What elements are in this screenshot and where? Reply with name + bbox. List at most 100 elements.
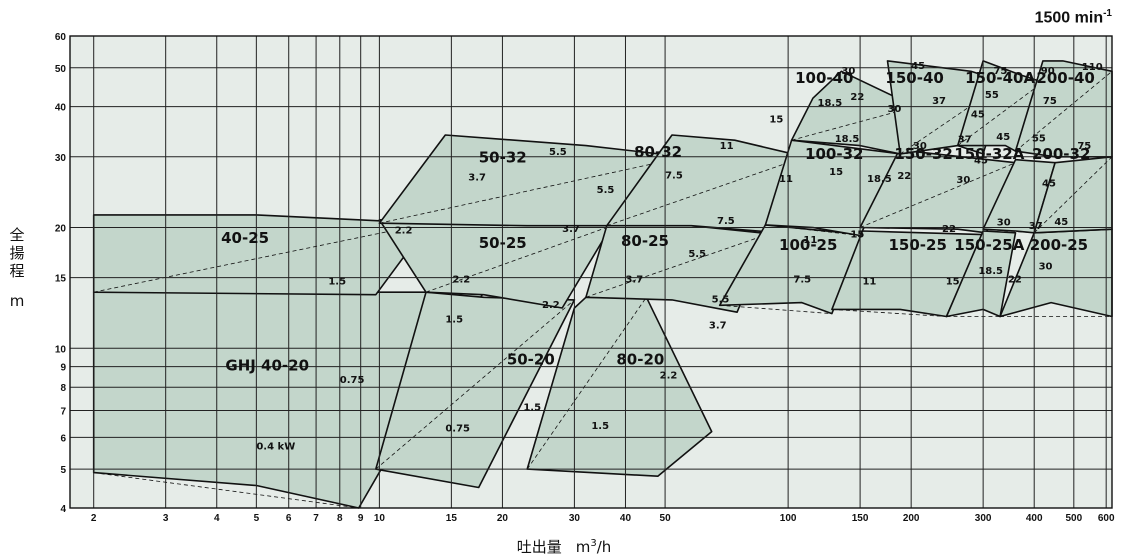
y-tick-label: 9 — [60, 363, 66, 374]
motor-kw-label: 3.7 — [709, 321, 727, 332]
motor-kw-label: 30 — [956, 175, 970, 186]
motor-kw-label: 15 — [850, 229, 864, 240]
model-label: 150-32A — [954, 145, 1024, 163]
motor-kw-label: 22 — [897, 171, 911, 182]
motor-kw-label: 3.7 — [625, 274, 643, 285]
motor-kw-label: 30 — [841, 66, 855, 77]
speed-label: 1500 min-1 — [1034, 8, 1112, 27]
x-tick-label: 8 — [337, 513, 343, 524]
motor-boundary-dashed — [719, 304, 832, 315]
x-axis-title: 吐出量 — [516, 538, 562, 556]
y-axis-title: 全揚程 — [9, 226, 25, 280]
motor-boundary-dashed — [585, 233, 770, 298]
model-label: 150-25 — [888, 236, 946, 254]
model-label: 80-20 — [616, 351, 664, 369]
motor-kw-label: 22 — [1008, 274, 1022, 285]
motor-kw-label: 7.5 — [717, 216, 735, 227]
x-tick-label: 5 — [254, 513, 260, 524]
motor-kw-label: 0.75 — [445, 424, 470, 435]
motor-kw-label: 30 — [1039, 262, 1053, 273]
x-tick-label: 15 — [446, 513, 458, 524]
motor-kw-label: 15 — [829, 167, 843, 178]
motor-kw-label: 55 — [985, 90, 999, 101]
x-tick-label: 10 — [374, 513, 386, 524]
motor-kw-label: 75 — [1077, 141, 1091, 152]
x-tick-label: 6 — [286, 513, 292, 524]
motor-kw-label: 5.5 — [712, 295, 730, 306]
plot-border — [69, 35, 1113, 509]
model-label: 150-25A — [954, 236, 1024, 254]
model-label: 200-40 — [1036, 69, 1094, 87]
pump-region-40-25 — [92, 214, 430, 296]
x-axis-unit: m — [575, 538, 591, 556]
x-axis-label: 吐出量 m3/h — [0, 536, 1128, 557]
model-label: 100-25 — [779, 236, 837, 254]
x-tick-label: 50 — [660, 513, 672, 524]
y-tick-label: 20 — [55, 223, 67, 234]
y-tick-label: 40 — [55, 103, 67, 114]
x-tick-label: 20 — [497, 513, 509, 524]
motor-kw-label: 11 — [779, 174, 793, 185]
motor-kw-label: 18.5 — [978, 266, 1003, 277]
motor-kw-label: 0.75 — [340, 375, 365, 386]
motor-kw-label: 30 — [997, 218, 1011, 229]
motor-kw-label: 1.5 — [328, 277, 346, 288]
y-tick-label: 30 — [55, 153, 67, 164]
region-labels: GHJ 40-20 0.75 0.4 kW 40-25 1.5 50-20 1.5 0.75 1… — [221, 61, 1103, 452]
x-tick-label: 500 — [1065, 513, 1082, 524]
x-tick-label: 100 — [780, 513, 797, 524]
y-tick-label: 15 — [55, 274, 67, 285]
model-label: 80-32 — [634, 143, 682, 161]
motor-kw-label: 45 — [911, 61, 925, 72]
motor-kw-label: 2.2 — [660, 371, 678, 382]
x-tick-label: 3 — [163, 513, 169, 524]
motor-kw-label: 75 — [993, 66, 1007, 77]
x-tick-label: 150 — [852, 513, 869, 524]
motor-kw-label: 37 — [1029, 221, 1043, 232]
motor-kw-label: 11 — [803, 235, 817, 246]
x-tick-label: 9 — [358, 513, 364, 524]
motor-kw-label: 1.5 — [591, 421, 609, 432]
motor-kw-label: 7.5 — [793, 274, 811, 285]
x-tick-label: 4 — [214, 513, 220, 524]
model-label: 150-40 — [885, 69, 943, 87]
y-axis-unit: m — [9, 292, 25, 310]
motor-kw-label: 15 — [769, 115, 783, 126]
x-tick-label: 2 — [91, 513, 97, 524]
motor-kw-label: 2.2 — [395, 226, 413, 237]
y-tick-label: 50 — [55, 64, 67, 75]
model-label: 40-25 — [221, 229, 269, 247]
y-tick-label: 10 — [55, 344, 67, 355]
motor-kw-label: 45 — [974, 155, 988, 166]
motor-boundary-dashed — [375, 299, 575, 470]
region-outline — [92, 214, 430, 296]
motor-kw-label: 2.2 — [542, 300, 560, 311]
motor-kw-label: 3.7 — [468, 172, 486, 183]
model-label: 50-20 — [507, 351, 555, 369]
x-tick-label: 30 — [569, 513, 581, 524]
motor-kw-label: 22 — [942, 224, 956, 235]
motor-kw-label: 18.5 — [835, 134, 860, 145]
motor-kw-label: 5.5 — [688, 249, 706, 260]
motor-kw-label: 7.5 — [665, 170, 683, 181]
motor-boundary-dashed — [859, 162, 1016, 228]
motor-kw-label: 1.5 — [445, 314, 463, 325]
motor-kw-label: 11 — [862, 277, 876, 288]
motor-boundary-dashed — [765, 224, 861, 236]
motor-kw-label: 45 — [1054, 217, 1068, 228]
motor-boundary-dashed — [93, 472, 359, 509]
motor-boundary-dashed — [831, 309, 947, 317]
x-tick-label: 40 — [620, 513, 632, 524]
motor-kw-label: 11 — [720, 141, 734, 152]
y-axis-label: 全揚程 m — [6, 226, 28, 310]
model-label: 150-40A — [965, 69, 1035, 87]
x-axis-unit-sup: 3 — [590, 538, 597, 549]
motor-kw-label: 45 — [996, 132, 1010, 143]
motor-kw-label: 2.2 — [453, 274, 471, 285]
motor-kw-label: 22 — [850, 92, 864, 103]
y-tick-label: 6 — [60, 433, 66, 444]
motor-boundary-dashed — [93, 222, 429, 293]
motor-kw-label: 30 — [913, 141, 927, 152]
x-tick-label: 300 — [975, 513, 992, 524]
y-tick-label: 5 — [60, 465, 66, 476]
